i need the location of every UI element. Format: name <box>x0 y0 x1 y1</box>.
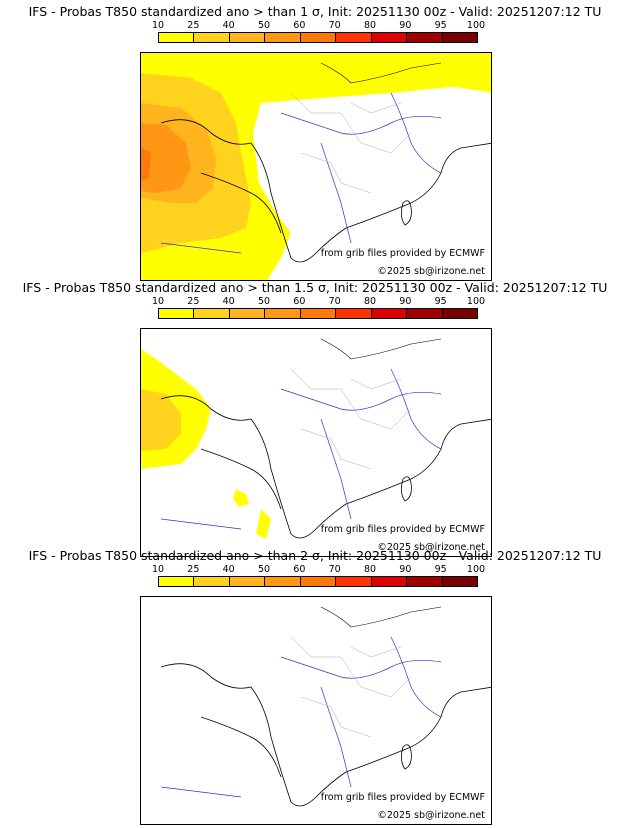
copyright: ©2025 sb@irizone.net <box>377 542 485 553</box>
prob-area-25 <box>141 389 181 451</box>
colorbar-tick-label: 70 <box>328 296 341 307</box>
prob-area-10-s <box>233 489 249 507</box>
colorbar-tick-label: 80 <box>363 564 377 575</box>
colorbar-tick-label: 95 <box>434 20 447 31</box>
colorbar-tick-label: 50 <box>257 20 271 31</box>
colorbar-swatch <box>336 309 372 318</box>
colorbar-tick-label: 90 <box>399 296 412 307</box>
colorbar-swatch <box>229 577 266 586</box>
colorbar-tick-label: 90 <box>399 20 412 31</box>
prob-area-10-ne <box>341 53 491 93</box>
colorbar-tick-label: 40 <box>222 296 235 307</box>
copyright: ©2025 sb@irizone.net <box>377 810 485 821</box>
map-svg <box>141 338 491 539</box>
colorbar-strip <box>158 576 478 587</box>
prob-area-10-se <box>256 509 271 539</box>
colorbar-tick-label: 25 <box>187 20 200 31</box>
colorbar-tick-label: 70 <box>328 20 341 31</box>
colorbar-swatch <box>265 309 301 318</box>
colorbar-swatch <box>442 309 477 318</box>
data-credit: from grib files provided by ECMWF <box>320 524 485 535</box>
colorbar-swatch <box>407 33 443 42</box>
colorbar-swatch <box>442 33 477 42</box>
colorbar-strip <box>158 308 478 319</box>
colorbar-tick-label: 95 <box>434 296 447 307</box>
probability-map: from grib files provided by ECMWF ©2025 … <box>140 328 492 557</box>
colorbar-swatch <box>407 577 443 586</box>
copyright: ©2025 sb@irizone.net <box>377 266 485 277</box>
colorbar-strip <box>158 32 478 43</box>
map-svg <box>141 53 491 280</box>
map-panel-2: IFS - Probas T850 standardized ano > tha… <box>0 280 630 557</box>
data-credit: from grib files provided by ECMWF <box>320 248 485 259</box>
colorbar-swatch <box>159 33 195 42</box>
colorbar-tick-label: 100 <box>466 20 486 31</box>
prob-area-60 <box>141 148 151 181</box>
colorbar-tick-label: 95 <box>434 564 447 575</box>
colorbar-swatch <box>300 577 337 586</box>
prob-area-50 <box>141 123 191 193</box>
colorbar-swatch <box>336 33 372 42</box>
colorbar-swatch <box>371 33 408 42</box>
colorbar-swatch <box>442 577 477 586</box>
colorbar-tick-label: 25 <box>187 296 200 307</box>
panel-title: IFS - Probas T850 standardized ano > tha… <box>28 4 602 19</box>
colorbar-tick-label: 80 <box>363 296 377 307</box>
colorbar-swatch <box>194 33 230 42</box>
colorbar-tick-label: 60 <box>293 564 306 575</box>
data-credit: from grib files provided by ECMWF <box>320 792 485 803</box>
colorbar-tick-label: 10 <box>151 296 165 307</box>
probability-map: from grib files provided by ECMWF ©2025 … <box>140 596 492 825</box>
colorbar-swatch <box>300 309 337 318</box>
colorbar-tick-label: 40 <box>222 20 235 31</box>
map-panel-3: IFS - Probas T850 standardized ano > tha… <box>0 548 630 825</box>
colorbar-tick-label: 60 <box>293 20 306 31</box>
colorbar-swatch <box>194 309 230 318</box>
colorbar-tick-label: 90 <box>399 564 412 575</box>
colorbar-swatch <box>336 577 372 586</box>
colorbar-swatch <box>159 577 195 586</box>
colorbar-swatch <box>371 309 408 318</box>
map-panel-1: IFS - Probas T850 standardized ano > tha… <box>0 4 630 281</box>
colorbar-swatch <box>265 577 301 586</box>
colorbar-tick-label: 50 <box>257 564 271 575</box>
map-svg <box>160 606 491 807</box>
colorbar-swatch <box>159 309 195 318</box>
colorbar-tick-label: 100 <box>466 296 486 307</box>
colorbar-tick-label: 100 <box>466 564 486 575</box>
colorbar-swatch <box>229 33 266 42</box>
panel-title: IFS - Probas T850 standardized ano > tha… <box>22 280 608 295</box>
colorbar-tick-label: 40 <box>222 564 235 575</box>
colorbar-swatch <box>265 33 301 42</box>
colorbar-swatch <box>371 577 408 586</box>
panel-title: IFS - Probas T850 standardized ano > tha… <box>28 548 602 563</box>
colorbar-swatch <box>300 33 337 42</box>
colorbar-tick-label: 60 <box>293 296 306 307</box>
colorbar-tick-label: 70 <box>328 564 341 575</box>
colorbar-tick-label: 80 <box>363 20 377 31</box>
probability-map: from grib files provided by ECMWF ©2025 … <box>140 52 492 281</box>
colorbar-swatch <box>229 309 266 318</box>
colorbar-tick-label: 10 <box>151 564 165 575</box>
colorbar-swatch <box>194 577 230 586</box>
colorbar-swatch <box>407 309 443 318</box>
colorbar-tick-label: 25 <box>187 564 200 575</box>
colorbar-tick-label: 10 <box>151 20 165 31</box>
colorbar-tick-label: 50 <box>257 296 271 307</box>
